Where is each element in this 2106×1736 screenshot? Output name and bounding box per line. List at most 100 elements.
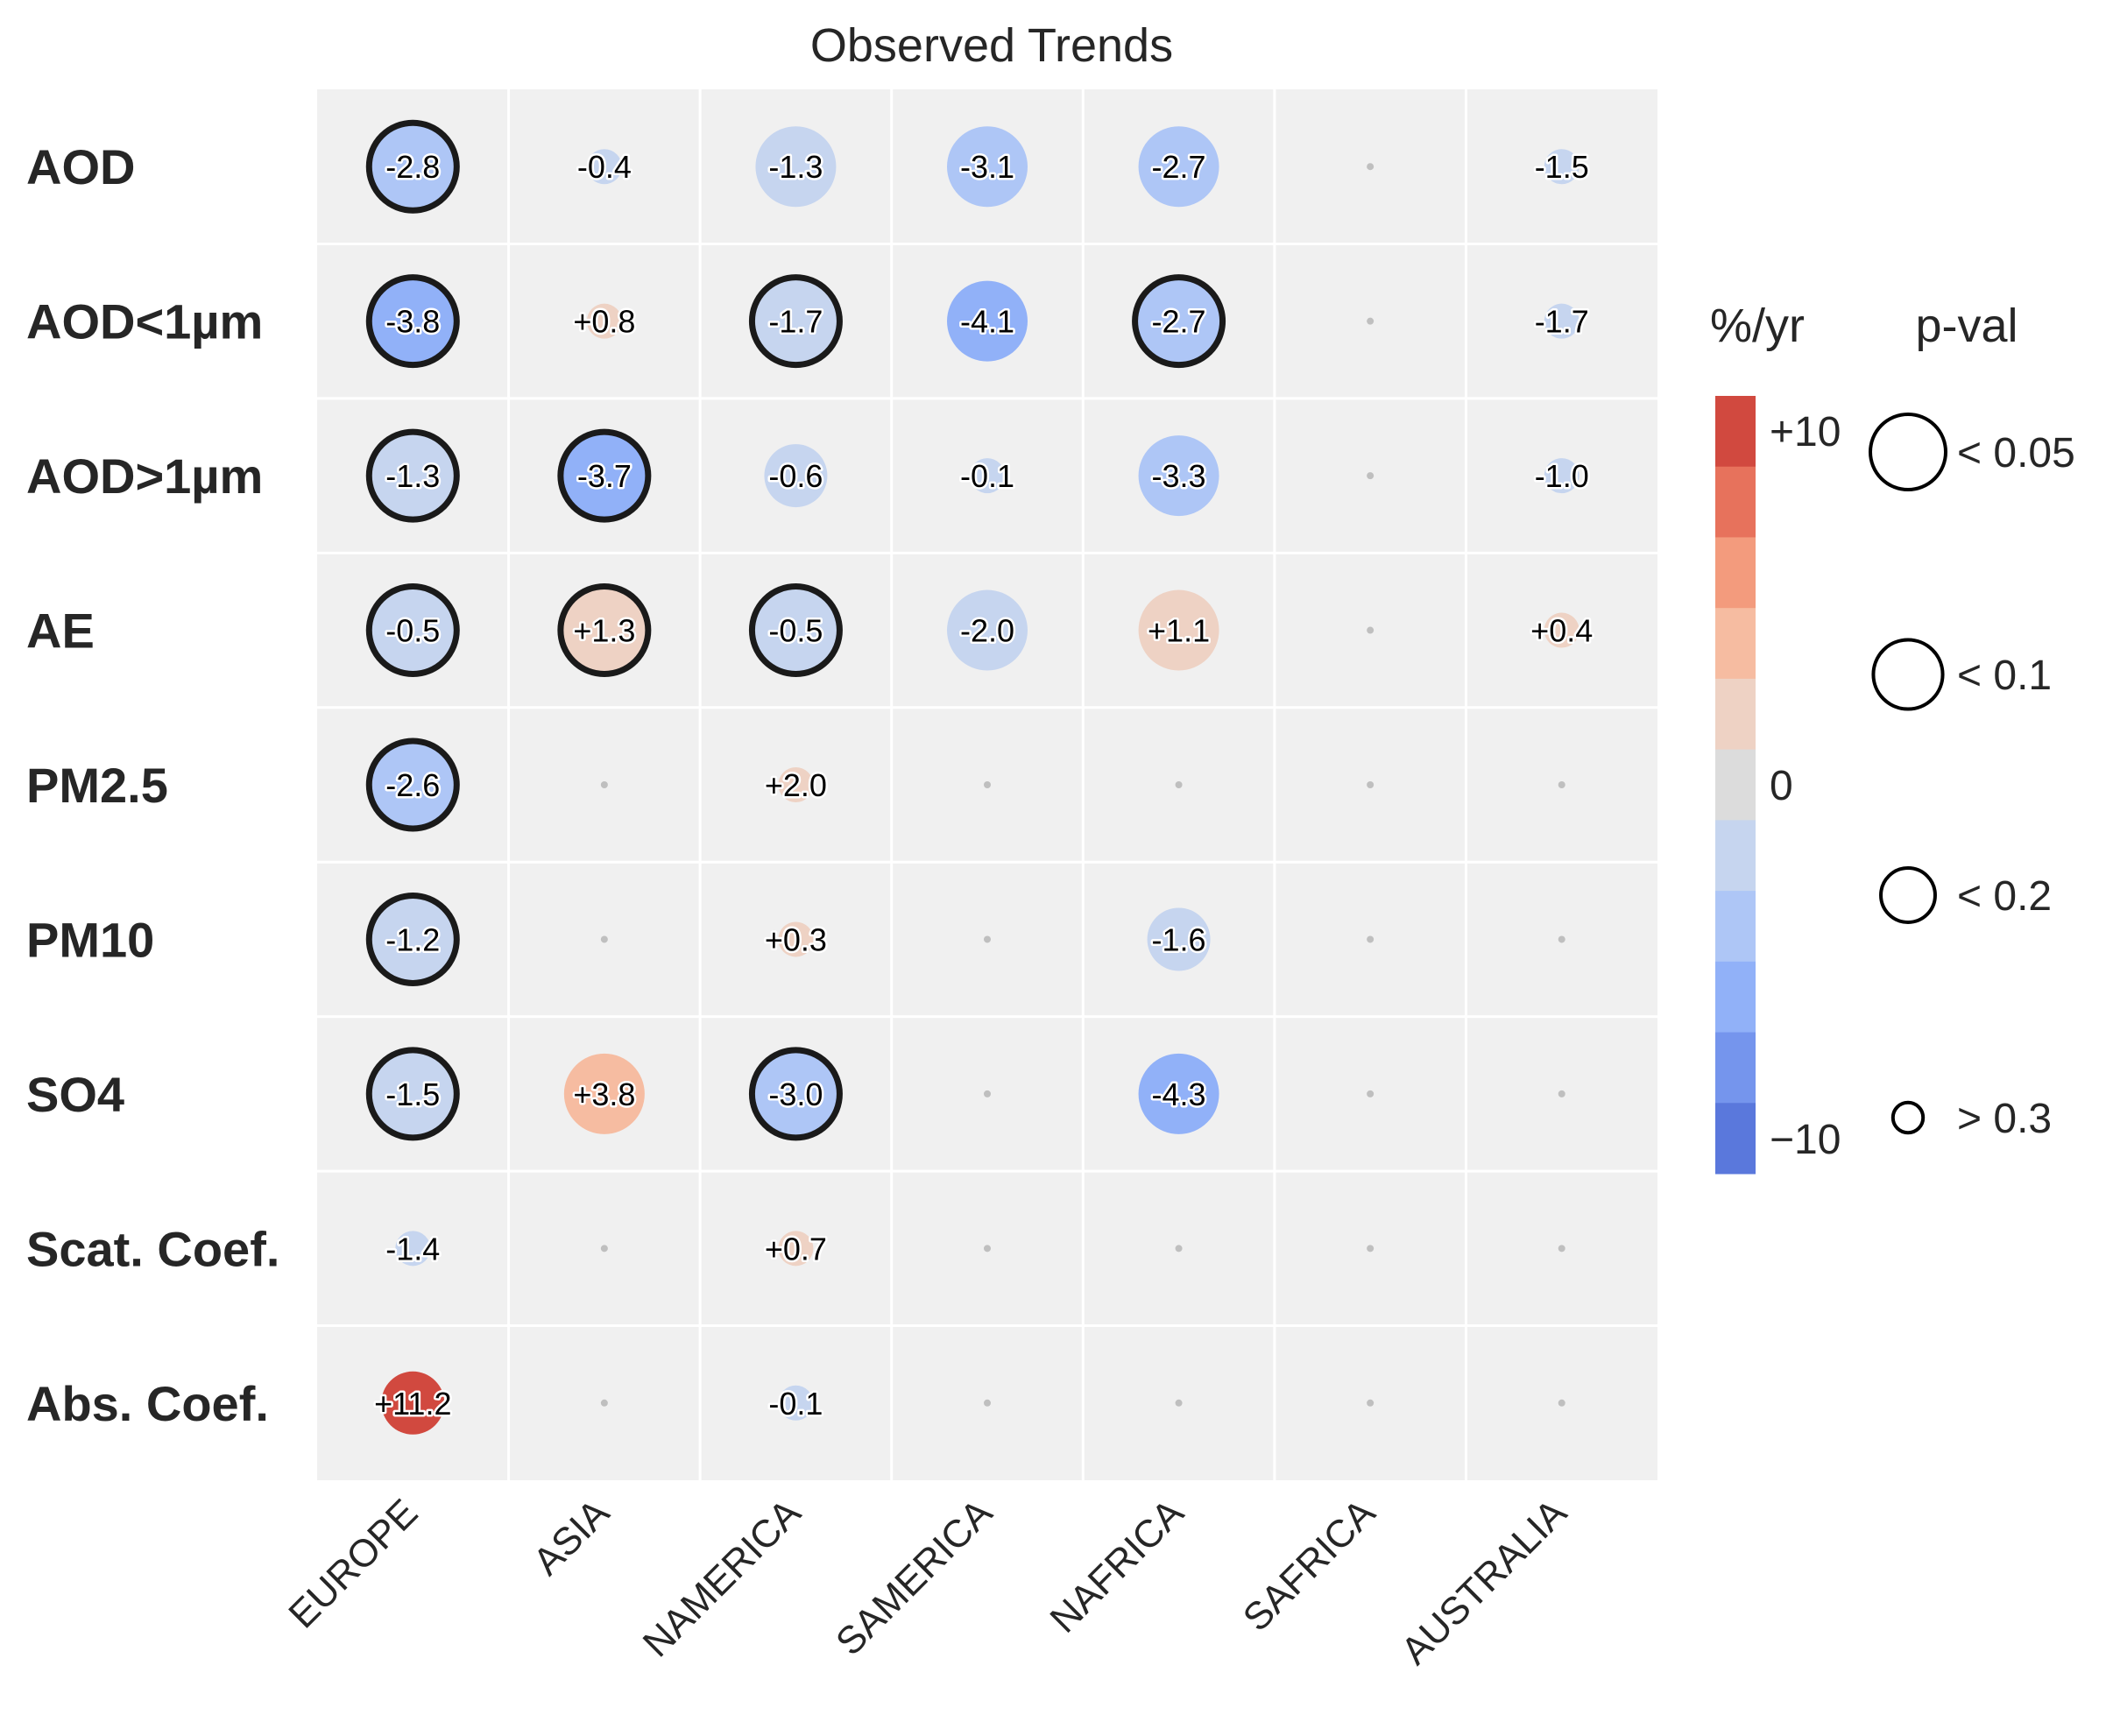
row-label: Scat. Coef. xyxy=(26,1221,279,1276)
trend-value-label: -3.8 xyxy=(385,304,440,340)
trend-marker xyxy=(1544,612,1580,648)
empty-cell-dot xyxy=(984,1399,991,1407)
empty-cell-dot xyxy=(1367,626,1375,634)
size-legend-label: < 0.1 xyxy=(1957,653,2052,699)
colorbar-segment xyxy=(1715,1032,1756,1104)
empty-cell-dot xyxy=(984,1245,991,1253)
trend-marker xyxy=(947,126,1028,208)
trend-marker xyxy=(365,737,460,832)
empty-cell-dot xyxy=(600,781,608,788)
trend-value-label: -1.5 xyxy=(1535,149,1589,185)
empty-cell-dot xyxy=(1367,1090,1375,1097)
trend-marker xyxy=(365,892,460,986)
trend-marker xyxy=(365,1047,460,1141)
trend-marker xyxy=(764,444,828,508)
trend-marker xyxy=(1147,907,1211,971)
empty-cell-dot xyxy=(1558,781,1565,788)
row-label: AOD xyxy=(26,139,135,194)
trend-value-label: -2.0 xyxy=(960,613,1014,649)
empty-cell-dot xyxy=(1558,1245,1565,1253)
colorbar-segment xyxy=(1715,608,1756,680)
trend-value-label: -2.6 xyxy=(385,767,440,803)
trend-marker xyxy=(1544,458,1580,494)
row-label: PM10 xyxy=(26,912,154,967)
trend-marker xyxy=(365,428,460,523)
trend-marker xyxy=(748,1047,843,1141)
trend-value-label: -1.4 xyxy=(385,1231,440,1267)
colorbar-segment xyxy=(1715,891,1756,963)
empty-cell-dot xyxy=(600,1399,608,1407)
size-legend-label: < 0.05 xyxy=(1957,430,2075,476)
colorbar-segment xyxy=(1715,396,1756,468)
empty-cell-dot xyxy=(1175,781,1183,788)
trend-marker xyxy=(365,119,460,214)
trend-marker xyxy=(970,458,1005,494)
trend-marker xyxy=(778,1385,814,1421)
trend-marker xyxy=(1132,274,1226,369)
trend-value-label: -0.5 xyxy=(768,613,823,649)
row-labels: AOD AOD<1µm AOD>1µm AE PM2.5 PM10 SO4 Scat. Coe… xyxy=(26,139,279,1431)
trend-value-label: -0.6 xyxy=(768,458,823,494)
colorbar-segment xyxy=(1715,678,1756,751)
colorbar-tick-label: −10 xyxy=(1770,1117,1841,1163)
matrix-grid: -2.8 -0.4 -1.3 -3.1 -2.7 -1.5 -3.8 +0.8 -1.7 -4.1… xyxy=(317,89,1657,1480)
trend-marker xyxy=(586,149,622,185)
trend-value-label: -3.0 xyxy=(768,1076,823,1112)
chart-title: Observed Trends xyxy=(810,19,1173,72)
trend-marker xyxy=(381,1371,445,1435)
trend-value-label: +1.1 xyxy=(1148,613,1210,649)
colorbar-tick-label: 0 xyxy=(1770,763,1793,809)
empty-cell-dot xyxy=(1558,1399,1565,1407)
trend-marker xyxy=(778,767,814,802)
trend-value-label: -0.4 xyxy=(577,149,632,185)
trend-value-label: -1.5 xyxy=(385,1076,440,1112)
size-legend-marker xyxy=(1871,638,1945,711)
trend-marker xyxy=(365,274,460,369)
trend-value-label: -2.8 xyxy=(385,149,440,185)
trend-value-label: +0.7 xyxy=(765,1231,827,1267)
trend-value-label: -1.7 xyxy=(1535,304,1589,340)
empty-cell-dot xyxy=(984,781,991,788)
size-legend-marker xyxy=(1879,866,1937,924)
trend-marker xyxy=(557,428,652,523)
colorbar-segment xyxy=(1715,961,1756,1034)
trend-value-label: -1.6 xyxy=(1152,921,1206,957)
trend-value-label: +3.8 xyxy=(573,1076,635,1112)
empty-cell-dot xyxy=(1367,781,1375,788)
colorbar-segment xyxy=(1715,749,1756,821)
trend-value-label: +1.3 xyxy=(573,613,635,649)
trend-value-label: -3.3 xyxy=(1152,458,1206,494)
empty-cell-dot xyxy=(1367,163,1375,171)
trend-marker xyxy=(947,280,1028,362)
trend-marker xyxy=(395,1231,431,1267)
trend-marker xyxy=(365,583,460,678)
column-label: NAMERICA xyxy=(635,1491,809,1665)
empty-cell-dot xyxy=(1367,1399,1375,1407)
trend-value-label: -0.5 xyxy=(385,613,440,649)
column-label: SAFRICA xyxy=(1235,1491,1384,1640)
trend-marker xyxy=(1138,1053,1219,1134)
trend-marker xyxy=(748,583,843,678)
trend-value-label: -4.3 xyxy=(1152,1076,1206,1112)
trend-marker xyxy=(557,583,652,678)
empty-cell-dot xyxy=(1175,1399,1183,1407)
trend-value-label: -1.0 xyxy=(1535,458,1589,494)
trend-value-label: +0.3 xyxy=(765,921,827,957)
empty-cell-dot xyxy=(1367,317,1375,325)
row-label: Abs. Coef. xyxy=(26,1376,269,1431)
trend-value-label: -1.2 xyxy=(385,921,440,957)
colorbar-segment xyxy=(1715,466,1756,538)
colorbar-segment xyxy=(1715,537,1756,609)
column-label: AUSTRALIA xyxy=(1393,1491,1575,1673)
trend-value-label: -0.1 xyxy=(768,1386,823,1422)
trend-marker xyxy=(778,921,814,957)
row-label: AOD<1µm xyxy=(26,294,263,349)
colorbar-tick-label: +10 xyxy=(1770,409,1841,455)
row-label: AE xyxy=(26,603,95,659)
trend-value-label: +0.8 xyxy=(573,304,635,340)
trend-marker xyxy=(563,1053,645,1134)
size-legend-marker xyxy=(1890,1100,1926,1135)
colorbar-segment xyxy=(1715,1103,1756,1175)
empty-cell-dot xyxy=(600,935,608,943)
